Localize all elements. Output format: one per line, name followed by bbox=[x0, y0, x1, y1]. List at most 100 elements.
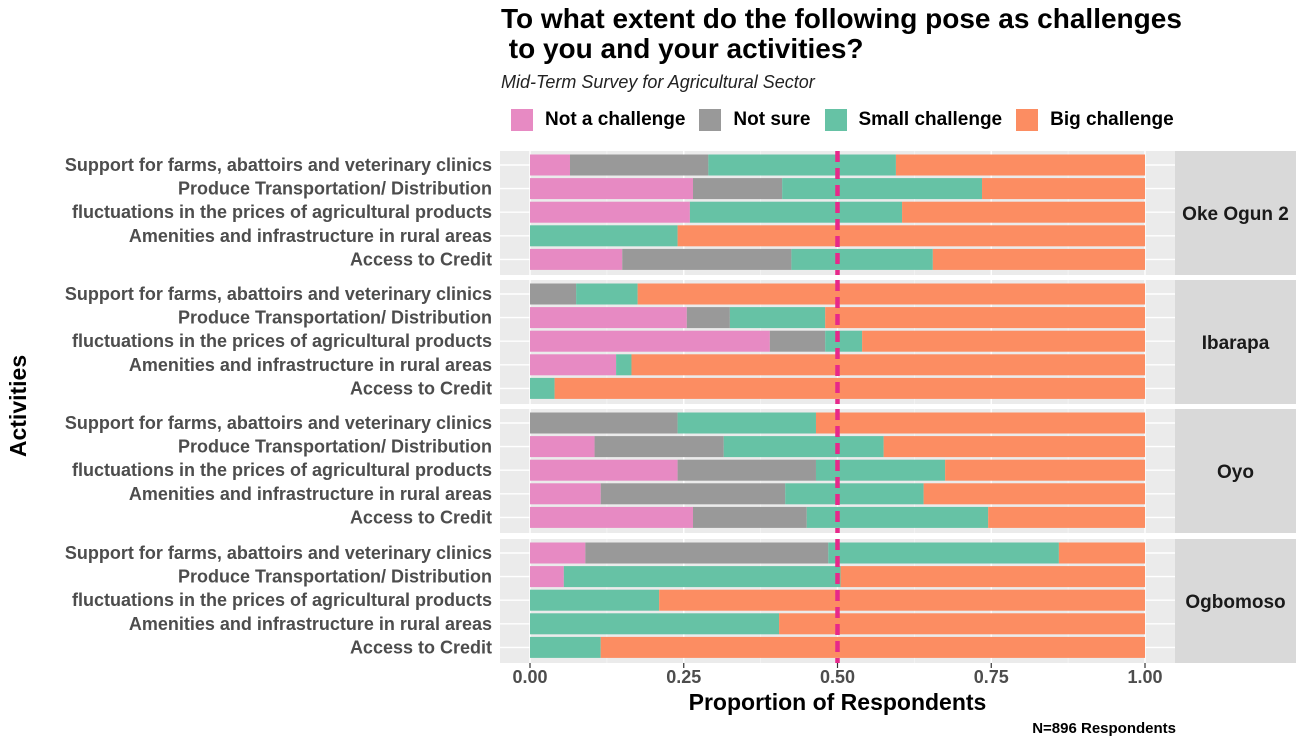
legend-label-not-a-challenge: Not a challenge bbox=[545, 109, 686, 130]
category-label: fluctuations in the prices of agricultur… bbox=[72, 590, 492, 610]
bar-oyo-support-for-farms-abatto-not-sure bbox=[530, 412, 678, 434]
legend-label-small-challenge: Small challenge bbox=[858, 109, 1003, 130]
bar-oyo-produce-transportation-d-big-challenge bbox=[883, 436, 1145, 458]
x-tick-label: 0.50 bbox=[820, 667, 855, 687]
bar-ogbomoso-amenities-and-infrastruc-small-challenge bbox=[530, 613, 780, 635]
bar-ibarapa-access-to-credit-small-challenge bbox=[530, 377, 555, 399]
bar-oyo-access-to-credit-not-a-challenge bbox=[530, 506, 693, 528]
legend-swatch-big-challenge bbox=[1016, 109, 1039, 131]
category-label: fluctuations in the prices of agricultur… bbox=[72, 460, 492, 480]
bar-oyo-amenities-and-infrastruc-small-challenge bbox=[785, 483, 924, 505]
facet-label-oke-ogun-2: Oke Ogun 2 bbox=[1182, 204, 1289, 225]
bar-ibarapa-access-to-credit-big-challenge bbox=[554, 377, 1145, 399]
facet-label-ogbomoso: Ogbomoso bbox=[1185, 592, 1285, 613]
bar-ibarapa-amenities-and-infrastruc-not-a-challenge bbox=[530, 354, 617, 376]
bar-ibarapa-amenities-and-infrastruc-small-challenge bbox=[616, 354, 632, 376]
legend: Not a challenge Not sure Small challenge… bbox=[511, 108, 1188, 132]
bar-oyo-amenities-and-infrastruc-not-sure bbox=[600, 483, 786, 505]
bar-oyo-fluctuations-in-the-pric-not-a-challenge bbox=[530, 459, 678, 481]
category-label: Access to Credit bbox=[350, 378, 492, 398]
legend-swatch-not-a-challenge bbox=[511, 109, 533, 131]
bar-oyo-produce-transportation-d-small-challenge bbox=[723, 436, 884, 458]
bar-oke-ogun-2-produce-transportation-d-not-a-challenge bbox=[530, 178, 693, 200]
bar-ibarapa-fluctuations-in-the-pric-not-sure bbox=[769, 330, 826, 352]
category-label: Produce Transportation/ Distribution bbox=[178, 567, 492, 587]
bar-oke-ogun-2-support-for-farms-abatto-not-sure bbox=[569, 154, 709, 176]
facet-label-oyo: Oyo bbox=[1217, 462, 1254, 483]
facet-strip-ogbomoso bbox=[1175, 539, 1296, 663]
bar-ibarapa-fluctuations-in-the-pric-not-a-challenge bbox=[530, 330, 770, 352]
x-tick-label: 0.75 bbox=[974, 667, 1009, 687]
category-label: Support for farms, abattoirs and veterin… bbox=[65, 155, 492, 175]
bar-oke-ogun-2-fluctuations-in-the-pric-big-challenge bbox=[902, 201, 1145, 223]
bar-oke-ogun-2-amenities-and-infrastruc-big-challenge bbox=[677, 225, 1145, 247]
category-label: Produce Transportation/ Distribution bbox=[178, 179, 492, 199]
x-tick-label: 0.00 bbox=[512, 667, 547, 687]
category-label: Amenities and infrastructure in rural ar… bbox=[129, 355, 492, 375]
bar-oke-ogun-2-produce-transportation-d-small-challenge bbox=[782, 178, 983, 200]
bar-ogbomoso-access-to-credit-small-challenge bbox=[530, 636, 601, 658]
legend-item-not-a-challenge: Not a challenge bbox=[511, 109, 685, 131]
category-label: fluctuations in the prices of agricultur… bbox=[72, 202, 492, 222]
category-label: Access to Credit bbox=[350, 507, 492, 527]
bar-ogbomoso-support-for-farms-abatto-small-challenge bbox=[828, 542, 1059, 564]
category-label: Amenities and infrastructure in rural ar… bbox=[129, 484, 492, 504]
bar-oke-ogun-2-access-to-credit-not-sure bbox=[622, 248, 792, 270]
bar-oyo-support-for-farms-abatto-small-challenge bbox=[677, 412, 816, 434]
bar-ogbomoso-produce-transportation-d-not-a-challenge bbox=[530, 566, 564, 588]
bar-ibarapa-support-for-farms-abatto-big-challenge bbox=[637, 283, 1145, 305]
category-label: Support for farms, abattoirs and veterin… bbox=[65, 413, 492, 433]
bar-ogbomoso-fluctuations-in-the-pric-big-challenge bbox=[659, 589, 1145, 611]
legend-label-big-challenge: Big challenge bbox=[1050, 109, 1174, 130]
category-label: Produce Transportation/ Distribution bbox=[178, 437, 492, 457]
bar-oyo-access-to-credit-big-challenge bbox=[988, 506, 1145, 528]
bar-oyo-access-to-credit-small-challenge bbox=[806, 506, 989, 528]
bar-oke-ogun-2-access-to-credit-not-a-challenge bbox=[530, 248, 623, 270]
chart-title: To what extent do the following pose as … bbox=[501, 3, 1182, 64]
bar-ogbomoso-amenities-and-infrastruc-big-challenge bbox=[779, 613, 1145, 635]
bar-oyo-fluctuations-in-the-pric-small-challenge bbox=[815, 459, 946, 481]
bar-ogbomoso-access-to-credit-big-challenge bbox=[600, 636, 1145, 658]
bar-oke-ogun-2-produce-transportation-d-big-challenge bbox=[982, 178, 1145, 200]
bar-ibarapa-fluctuations-in-the-pric-big-challenge bbox=[862, 330, 1145, 352]
x-tick-label: 0.25 bbox=[666, 667, 701, 687]
bar-ibarapa-produce-transportation-d-small-challenge bbox=[729, 307, 826, 329]
x-axis-title: Proportion of Respondents bbox=[689, 689, 987, 715]
bar-ogbomoso-support-for-farms-abatto-big-challenge bbox=[1058, 542, 1145, 564]
category-label: Produce Transportation/ Distribution bbox=[178, 308, 492, 328]
bar-oke-ogun-2-support-for-farms-abatto-not-a-challenge bbox=[530, 154, 570, 176]
bar-ibarapa-fluctuations-in-the-pric-small-challenge bbox=[825, 330, 863, 352]
legend-item-small-challenge: Small challenge bbox=[824, 109, 1003, 131]
bar-oyo-amenities-and-infrastruc-not-a-challenge bbox=[530, 483, 601, 505]
facet-strip-oke-ogun-2 bbox=[1175, 151, 1296, 275]
bar-oke-ogun-2-produce-transportation-d-not-sure bbox=[692, 178, 783, 200]
bar-oyo-produce-transportation-d-not-a-challenge bbox=[530, 436, 595, 458]
bar-ogbomoso-support-for-farms-abatto-not-sure bbox=[585, 542, 829, 564]
bar-oyo-fluctuations-in-the-pric-not-sure bbox=[677, 459, 816, 481]
category-label: Amenities and infrastructure in rural ar… bbox=[129, 226, 492, 246]
facet-label-ibarapa: Ibarapa bbox=[1202, 333, 1270, 354]
legend-swatch-small-challenge bbox=[824, 109, 847, 131]
bar-ibarapa-produce-transportation-d-not-a-challenge bbox=[530, 307, 687, 329]
legend-swatch-not-sure bbox=[699, 109, 722, 131]
y-axis-title: Activities bbox=[5, 355, 31, 457]
bar-oke-ogun-2-amenities-and-infrastruc-small-challenge bbox=[530, 225, 678, 247]
facet-strip-oyo bbox=[1175, 409, 1296, 533]
category-label: Support for farms, abattoirs and veterin… bbox=[65, 284, 492, 304]
bar-oyo-access-to-credit-not-sure bbox=[692, 506, 807, 528]
bar-ogbomoso-fluctuations-in-the-pric-small-challenge bbox=[530, 589, 660, 611]
bar-ibarapa-support-for-farms-abatto-not-sure bbox=[530, 283, 577, 305]
bar-oyo-produce-transportation-d-not-sure bbox=[594, 436, 724, 458]
legend-item-big-challenge: Big challenge bbox=[1016, 109, 1174, 131]
bar-ibarapa-produce-transportation-d-not-sure bbox=[686, 307, 730, 329]
bar-oke-ogun-2-fluctuations-in-the-pric-not-a-challenge bbox=[530, 201, 690, 223]
bar-ibarapa-support-for-farms-abatto-small-challenge bbox=[576, 283, 638, 305]
x-tick-label: 1.00 bbox=[1127, 667, 1162, 687]
bar-oke-ogun-2-support-for-farms-abatto-small-challenge bbox=[708, 154, 896, 176]
category-label: Support for farms, abattoirs and veterin… bbox=[65, 543, 492, 563]
legend-label-not-sure: Not sure bbox=[733, 109, 811, 130]
bar-ogbomoso-support-for-farms-abatto-not-a-challenge bbox=[530, 542, 586, 564]
chart-caption: N=896 Respondents bbox=[1032, 720, 1176, 737]
chart-subtitle: Mid-Term Survey for Agricultural Sector bbox=[501, 72, 815, 92]
